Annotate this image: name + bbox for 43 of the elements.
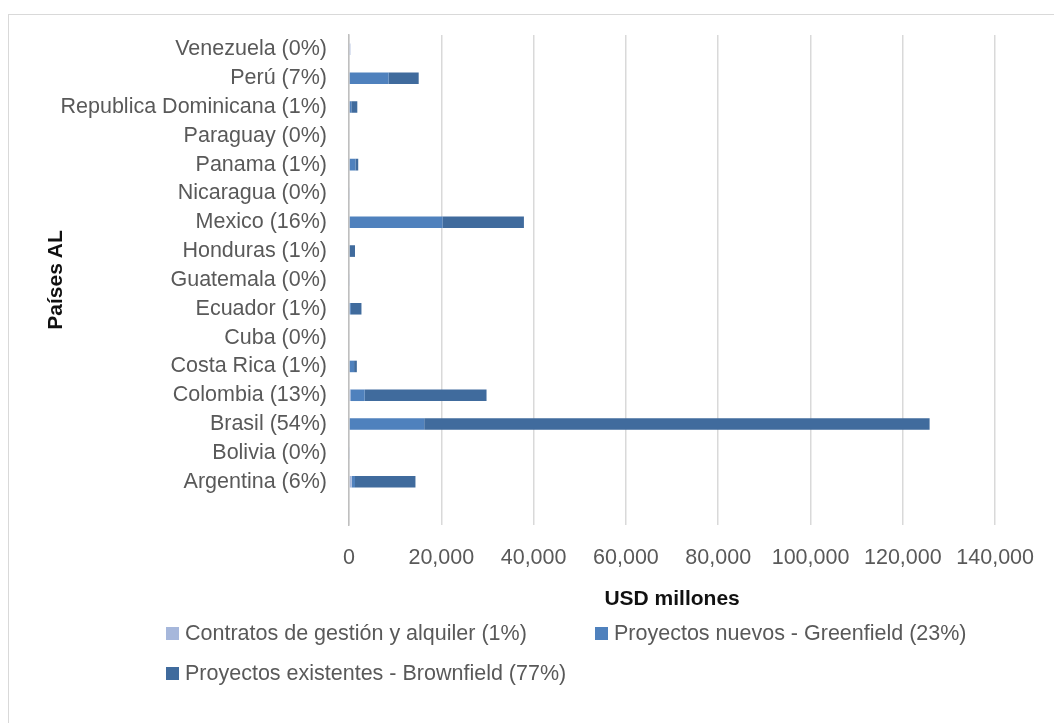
y-tick-label: Paraguay (0%)	[183, 122, 327, 147]
x-tick-label: 0	[343, 544, 356, 569]
x-tick-label: 120,000	[863, 544, 942, 569]
bar	[424, 418, 930, 430]
x-tick-label: 20,000	[408, 544, 475, 569]
y-tick-label: Brasil (54%)	[209, 411, 327, 436]
bar	[354, 360, 357, 373]
bar	[388, 72, 419, 84]
y-tick-label: Colombia (13%)	[172, 382, 327, 407]
legend-label: Proyectos nuevos - Greenfield (23%)	[614, 620, 967, 646]
y-tick-label: Argentina (6%)	[183, 468, 327, 493]
bar	[442, 216, 524, 229]
bar	[350, 303, 362, 315]
bar	[349, 245, 355, 257]
bar	[349, 216, 443, 229]
y-tick-label: Costa Rica (1%)	[170, 353, 327, 378]
y-tick-label: Panama (1%)	[195, 151, 327, 176]
x-tick-label: 60,000	[593, 544, 659, 569]
y-tick-label: Guatemala (0%)	[170, 266, 327, 291]
y-tick-label: Nicaragua (0%)	[177, 180, 327, 205]
y-tick-label: Perú (7%)	[230, 65, 327, 90]
y-axis-title: Países AL	[43, 229, 67, 330]
legend-label: Contratos de gestión y alquiler (1%)	[185, 620, 527, 646]
bar	[355, 158, 359, 171]
bar	[351, 101, 358, 113]
bar	[349, 72, 389, 84]
y-tick-label: Mexico (16%)	[195, 209, 327, 234]
legend-label: Proyectos existentes - Brownfield (77%)	[185, 660, 567, 686]
bar	[349, 418, 425, 430]
x-tick-label: 140,000	[956, 544, 1035, 569]
x-tick-label: 100,000	[771, 544, 850, 569]
y-tick-label: Cuba (0%)	[224, 324, 327, 349]
y-tick-label: Venezuela (0%)	[175, 36, 327, 61]
y-tick-label: Honduras (1%)	[182, 238, 327, 263]
x-tick-label: 80,000	[685, 544, 752, 569]
bar	[364, 389, 487, 402]
bar	[350, 389, 365, 402]
bar	[355, 475, 416, 488]
y-tick-label: Bolivia (0%)	[212, 439, 327, 464]
y-tick-label: Republica Dominicana (1%)	[60, 93, 327, 118]
y-tick-label: Ecuador (1%)	[195, 295, 327, 320]
x-axis-title: USD millones	[604, 586, 740, 610]
x-tick-label: 40,000	[500, 544, 567, 569]
